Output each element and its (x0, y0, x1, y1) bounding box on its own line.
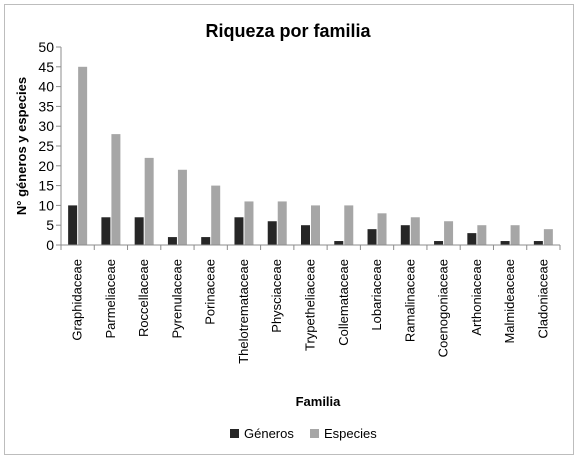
bar-especies (543, 229, 553, 245)
category-label: Porinaceae (203, 259, 218, 325)
y-tick-label: 5 (46, 217, 54, 233)
legend-swatch (230, 429, 239, 438)
category-label: Roccellaceae (136, 259, 151, 337)
category-label: Pyrenulaceae (169, 259, 184, 339)
y-axis: 0 5 10 15 20 25 30 35 40 45 50 (38, 39, 62, 253)
category-label: Parmeliaceae (103, 259, 118, 339)
category-label: Lobariaceae (369, 259, 384, 331)
bar-generos (167, 237, 177, 245)
bar-generos (101, 217, 111, 245)
bar-especies (211, 185, 221, 245)
bar-especies (444, 221, 454, 245)
bar-generos (400, 225, 410, 245)
legend-swatch (310, 429, 319, 438)
x-axis: Graphidaceae Parmeliaceae Roccellaceae Pyre… (60, 244, 561, 364)
bar-especies (311, 205, 320, 245)
bar-especies (78, 66, 88, 245)
category-label: Trypetheliaceae (303, 259, 318, 351)
y-tick-label: 10 (38, 197, 54, 213)
legend-label: Géneros (244, 426, 294, 441)
bars (68, 66, 553, 245)
category-label: Collemataceae (336, 259, 351, 346)
bar-generos (467, 233, 477, 245)
bar-generos (434, 241, 444, 245)
legend-label: Especies (324, 426, 377, 441)
bar-especies (344, 205, 354, 245)
category-label: Cladoniaceae (535, 259, 550, 339)
y-tick-label: 20 (38, 158, 54, 174)
chart-title: Riqueza por familia (205, 21, 371, 41)
y-tick-label: 25 (38, 138, 54, 154)
y-tick-label: 50 (38, 39, 54, 55)
category-label: Physciaceae (269, 259, 284, 333)
bar-especies (377, 213, 387, 245)
y-tick-label: 40 (38, 79, 54, 95)
legend: Géneros Especies (230, 426, 377, 441)
bar-generos (201, 237, 211, 245)
y-tick-label: 35 (38, 98, 54, 114)
category-label: Graphidaceae (70, 259, 85, 341)
bar-especies (510, 225, 520, 245)
y-tick-label: 15 (38, 178, 54, 194)
bar-generos (301, 225, 310, 245)
bar-especies (144, 157, 154, 245)
category-label: Ramalinaceae (402, 259, 417, 342)
y-tick-label: 30 (38, 118, 54, 134)
bar-generos (234, 217, 244, 245)
bar-especies (177, 169, 187, 245)
bar-generos (367, 229, 377, 245)
x-axis-title: Familia (296, 394, 342, 409)
category-label: Thelotremataceae (236, 259, 251, 364)
y-tick-label: 45 (38, 59, 54, 75)
bar-generos (68, 205, 78, 245)
bar-generos (500, 241, 510, 245)
bar-generos (267, 221, 277, 245)
y-tick-label: 0 (46, 237, 54, 253)
bar-especies (410, 217, 420, 245)
bar-especies (277, 201, 287, 245)
category-label: Arthoniaceae (469, 259, 484, 336)
bar-generos (533, 241, 543, 245)
bar-especies (111, 134, 121, 245)
bar-generos (134, 217, 144, 245)
bar-especies (244, 201, 254, 245)
category-label: Coenogoniaceae (436, 259, 451, 357)
bar-generos (334, 241, 344, 245)
category-label: Malmideaceae (502, 259, 517, 344)
bar-especies (477, 225, 487, 245)
y-axis-title: N° géneros y especies (14, 77, 29, 215)
